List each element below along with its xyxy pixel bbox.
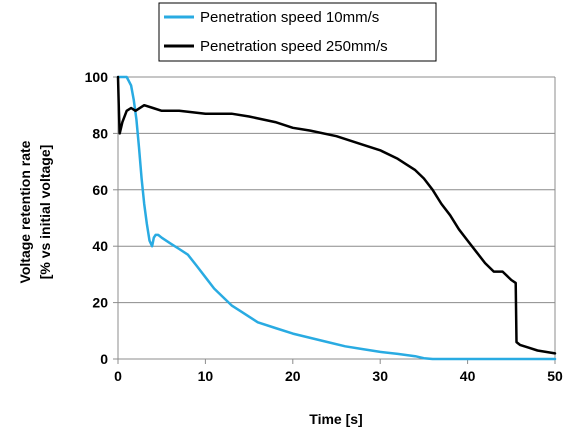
series-line-1 [116,75,557,355]
y-tick-label-80: 80 [92,125,108,141]
axis-layer [113,76,556,364]
x-tick-label-20: 20 [285,368,301,384]
y-axis-title-line1: Voltage retention rate [17,140,33,283]
y-tick-label-60: 60 [92,182,108,198]
x-tick-label-0: 0 [114,368,122,384]
x-tick-label-40: 40 [460,368,476,384]
legend-box [158,2,437,62]
x-tick-label-50: 50 [547,368,563,384]
tick-label-layer: 0 20 40 60 80 100 0 10 20 30 40 50 [85,69,563,384]
x-tick-label-10: 10 [198,368,214,384]
y-tick-label-20: 20 [92,295,108,311]
y-tick-label-0: 0 [100,351,108,367]
legend-label-10mm: Penetration speed 10mm/s [200,9,379,26]
x-tick-label-30: 30 [372,368,388,384]
legend-label-250mm: Penetration speed 250mm/s [200,38,388,55]
y-tick-label-100: 100 [85,69,109,85]
x-axis-title: Time [s] [309,411,362,427]
y-tick-label-40: 40 [92,238,108,254]
series-layer [116,75,557,361]
grid-layer [118,76,556,359]
y-axis-title-line2: [% vs initial voltage] [37,145,53,280]
legend: Penetration speed 10mm/s Penetration spe… [158,2,437,62]
series-line-0 [116,75,557,361]
